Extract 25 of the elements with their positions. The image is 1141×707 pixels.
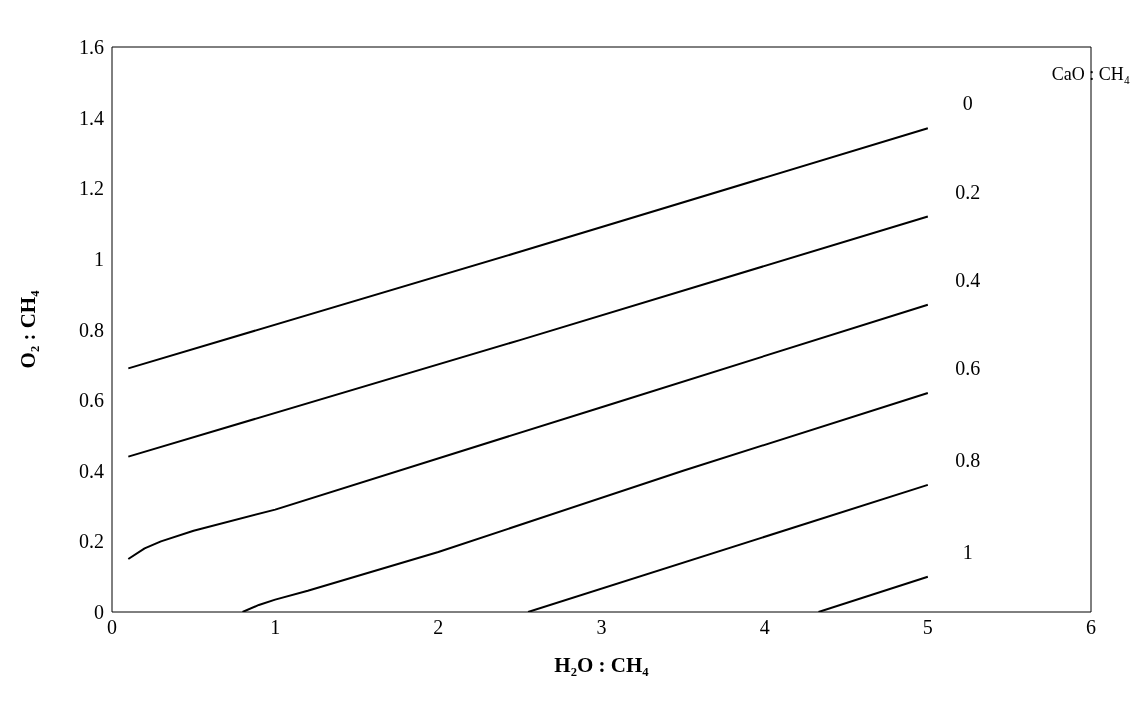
legend-title: CaO : CH₄ (1050, 64, 1132, 85)
x-tick-label: 3 (596, 616, 607, 639)
x-tick-label: 2 (433, 616, 444, 639)
y-tick-label: 1 (94, 247, 104, 270)
y-tick-label: 1.4 (79, 106, 104, 129)
y-tick-label: 0 (94, 601, 104, 624)
x-tick-label: 6 (1086, 616, 1096, 639)
y-tick-label: 1.6 (79, 36, 104, 59)
line-series (127, 303, 929, 561)
y-tick-label: 0.8 (79, 318, 104, 341)
x-tick-label: 1 (270, 616, 281, 639)
y-axis-title: O₂ : CH₄ (16, 289, 41, 369)
series-label: 0 (962, 92, 973, 115)
x-tick-label: 4 (759, 616, 770, 639)
series-label: 0.4 (955, 268, 981, 291)
y-tick-label: 0.6 (79, 389, 104, 412)
y-tick-label: 0.2 (79, 530, 104, 553)
y-tick-label: 0.4 (79, 459, 104, 482)
series-label: 0.2 (955, 180, 981, 203)
series-label: 1 (962, 540, 973, 563)
series-label: 0.8 (955, 448, 981, 471)
series-label: 0.6 (955, 357, 981, 380)
y-tick-label: 1.2 (79, 177, 104, 200)
x-tick-label: 5 (922, 616, 933, 639)
x-axis-title: H₂O : CH₄ (554, 653, 650, 677)
